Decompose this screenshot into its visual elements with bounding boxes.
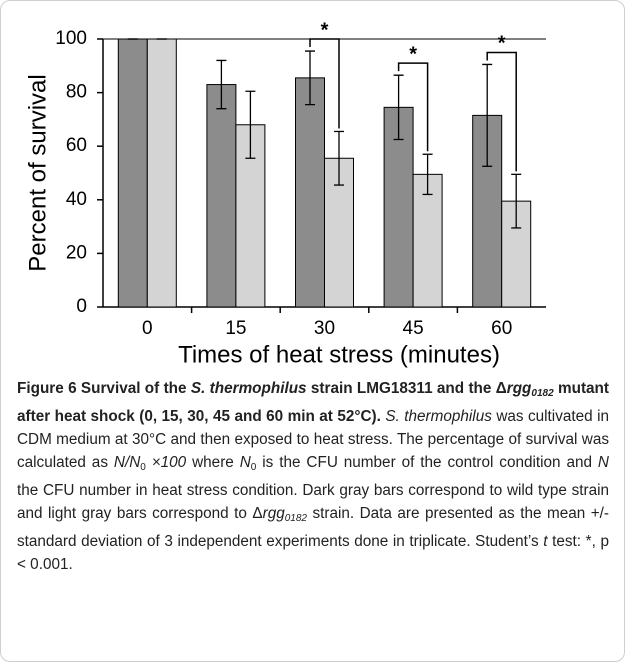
caption-run: test: *, p < 0.001. [17,533,609,573]
caption-run: rgg [262,505,285,522]
x-tick-label: 0 [142,318,153,339]
y-tick-label: 20 [66,242,87,263]
x-tick-label: 45 [403,318,424,339]
caption-run: strain. Data are presented as the mean +… [17,505,610,550]
bar [383,106,414,308]
caption-run: 0 [250,462,257,473]
significance-label: * [321,19,329,41]
significance-bracket [397,62,429,152]
bar [295,77,325,308]
bar [146,38,177,308]
error-bar [393,74,404,141]
y-tick-label: 0 [76,296,87,317]
caption-run: S. thermophilus [385,408,492,425]
significance-label: * [409,43,417,65]
caption-run: S. thermophilus [190,380,307,397]
caption-run: 0182 [284,513,307,524]
x-tick-label: 30 [314,318,335,339]
error-bar [305,50,315,106]
caption-run: N [597,454,609,471]
y-tick-label: 60 [66,135,87,156]
error-bar [482,63,493,167]
caption-run: is the CFU number of the control conditi… [256,454,598,471]
caption-run: where [186,454,240,471]
significance-label: * [498,33,506,55]
caption-run: N/N [113,454,141,471]
caption-run: ×100 [145,454,187,471]
significance-bracket [309,38,340,129]
y-axis-title: Percent of survival [24,74,51,271]
error-bar [422,153,433,196]
caption-run: the CFU number in heat stress condition.… [17,482,609,522]
caption-run: strain LMG18311 and the Δ [306,380,507,397]
error-bar [216,59,227,110]
bar [206,84,237,308]
y-tick-label: 40 [66,189,87,210]
caption-run: 0 [140,462,146,473]
caption-run: N [239,454,251,471]
caption-run: was cultivated in CDM medium at 30°C and… [17,408,609,471]
caption-run: Figure 6 Survival of the [17,380,191,397]
error-bar [245,90,256,159]
chart: Percent of survival Times of heat stress… [24,19,546,368]
caption-run: rgg [506,380,532,397]
y-tick-label: 80 [66,82,87,103]
caption-run: t [543,533,548,550]
y-tick-label: 100 [55,28,87,49]
caption-run: 0182 [531,388,554,399]
caption: Figure 6 Survival of the S. thermophilus… [17,377,609,576]
x-axis-title: Times of heat stress (minutes) [178,341,500,368]
x-tick-label: 15 [225,318,246,339]
bar [501,200,532,308]
error-bar [334,130,344,186]
x-tick-label: 60 [491,318,512,339]
error-bar [511,173,522,229]
caption-run: mutant after heat shock (0, 15, 30, 45 a… [17,380,609,425]
bar [117,38,148,308]
significance-bracket [486,51,517,172]
